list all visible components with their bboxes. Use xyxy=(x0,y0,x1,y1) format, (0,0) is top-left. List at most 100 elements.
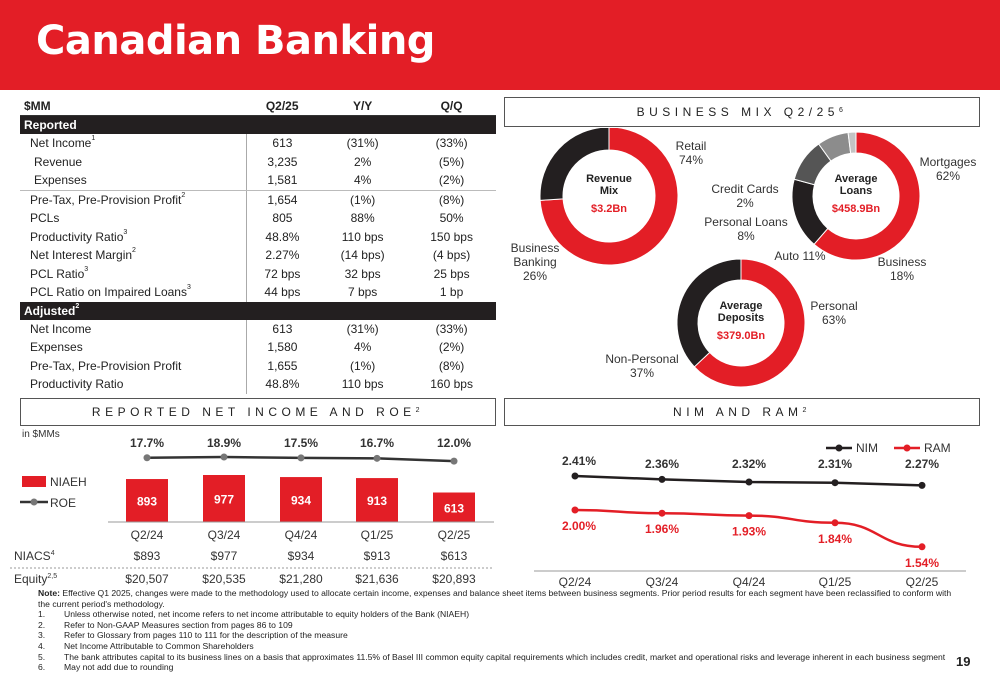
bar-value-label: 613 xyxy=(444,501,464,515)
bar xyxy=(433,492,475,522)
table-cell: (33%) xyxy=(435,136,468,151)
table-cell: 110 bps xyxy=(341,229,384,244)
table-cell: 110 bps xyxy=(341,377,384,392)
legend-nim-marker xyxy=(835,444,843,452)
donut-title: Loans xyxy=(840,185,872,197)
net-income-title: REPORTED NET INCOME AND ROE2 xyxy=(20,398,496,426)
donut-slice-label: Auto 11% xyxy=(774,249,825,263)
table-row-value: $20,507 xyxy=(125,572,169,586)
donut-slice-label: 26% xyxy=(523,269,547,283)
column-header: $MM xyxy=(20,96,247,116)
legend-nim-label: NIM xyxy=(856,441,878,455)
row-label-sup: 3 xyxy=(84,265,89,273)
row-label: Net Income1 xyxy=(20,134,247,153)
footnotes: Note: Effective Q1 2025, changes were ma… xyxy=(38,588,958,673)
ram-point xyxy=(918,543,926,551)
roe-value-label: 17.5% xyxy=(284,436,318,450)
bar-value-label: 934 xyxy=(291,494,311,508)
table-row: Pre-Tax, Pre-Provision Profit2 1,654 (1%) (… xyxy=(20,190,496,209)
x-tick-label: Q1/25 xyxy=(819,575,852,588)
table-row: Net Income 613 (31%) (33%) xyxy=(20,319,496,338)
table-row-label: Equity2,5 xyxy=(14,572,57,586)
table-row-value: $21,280 xyxy=(279,572,323,586)
table-cell: (5%) xyxy=(438,154,465,169)
donut-slice-label: Retail xyxy=(676,139,707,153)
row-label: PCLs xyxy=(20,209,247,228)
donut-slice-label: Credit Cards xyxy=(711,182,778,196)
column-header: Q2/25 xyxy=(246,96,319,116)
table-row: Net Income1 613 (31%) (33%) xyxy=(20,134,496,153)
donut-slice-label: Non-Personal xyxy=(605,352,678,366)
table-cell: 7 bps xyxy=(347,285,378,300)
row-label-sup: 3 xyxy=(123,228,128,236)
nim-value-label: 2.36% xyxy=(645,457,679,471)
table-cell: 32 bps xyxy=(344,266,381,281)
table-cell: 1,654 xyxy=(267,192,298,207)
roe-value-label: 17.7% xyxy=(130,436,164,450)
donut-slice xyxy=(693,258,806,388)
table-cell: (2%) xyxy=(407,171,496,191)
donut-center-value: $458.9Bn xyxy=(832,203,881,215)
table-row-label-sup: 2,5 xyxy=(47,573,57,580)
net-income-chart: in $MMs 893 977 934 913 613 17.7% 18.9% 17.5% 16.… xyxy=(10,429,494,586)
row-label-sup: 1 xyxy=(91,135,96,143)
donut-slice-label: 37% xyxy=(630,366,654,380)
x-tick-label: Q1/25 xyxy=(361,528,394,542)
footnote-number: 3. xyxy=(38,630,46,641)
x-tick-label: Q3/24 xyxy=(646,575,679,588)
footnote-item: 1. Unless otherwise noted, net income ref… xyxy=(38,609,958,620)
legend-roe-marker xyxy=(30,498,38,506)
page-title: Canadian Banking xyxy=(36,18,435,64)
footnote-text: May not add due to rounding xyxy=(64,662,174,673)
nim-point xyxy=(571,472,579,480)
ram-point xyxy=(745,512,753,520)
donut-center-value: $3.2Bn xyxy=(591,203,627,215)
legend-ram-label: RAM xyxy=(924,441,951,455)
roe-point xyxy=(143,454,151,462)
donut-title: Average xyxy=(719,300,762,312)
footnote-text: Refer to Glossary from pages 110 to 111 … xyxy=(64,630,348,641)
roe-value-label: 16.7% xyxy=(360,436,394,450)
footnote-item: 2. Refer to Non-GAAP Measures section fro… xyxy=(38,620,958,631)
donut-slice-label: Personal xyxy=(810,299,857,313)
ram-value-label: 1.84% xyxy=(818,532,852,546)
footnote-number: 1. xyxy=(38,609,46,620)
business-mix-title: BUSINESS MIX Q2/256 xyxy=(504,97,980,127)
footnote-item: 4. Net Income Attributable to Common Shar… xyxy=(38,641,958,652)
table-cell: (1%) xyxy=(349,192,376,207)
donut-slice-label: 63% xyxy=(822,313,846,327)
table-cell: (31%) xyxy=(346,136,379,151)
ram-point xyxy=(831,519,839,527)
row-label-sup: 3 xyxy=(186,284,191,292)
footnote-text: Net Income Attributable to Common Shareh… xyxy=(64,640,254,651)
bar xyxy=(203,475,245,522)
section-title: Reported xyxy=(20,115,496,134)
table-row-value: $21,636 xyxy=(355,572,399,586)
row-label: Expenses xyxy=(20,338,247,357)
column-header: Q/Q xyxy=(407,96,496,116)
table-cell: 4% xyxy=(318,171,408,191)
table-row: Revenue 3,235 2% (5%) xyxy=(20,152,496,171)
business-mix-title-sup: 6 xyxy=(838,107,848,114)
row-label: Pre-Tax, Pre-Provision Profit xyxy=(20,356,247,375)
ram-point xyxy=(658,509,666,517)
row-label: Net Income xyxy=(20,319,247,338)
bar-value-label: 913 xyxy=(367,494,387,508)
roe-point xyxy=(220,453,228,461)
roe-value-label: 12.0% xyxy=(437,436,471,450)
page-number: 19 xyxy=(956,654,971,669)
row-label: Productivity Ratio3 xyxy=(20,227,247,246)
row-label-sup: 2 xyxy=(181,191,186,199)
table-cell: 1 bp xyxy=(439,285,464,300)
footnote-text: The bank attributes capital to its busin… xyxy=(64,651,946,662)
table-cell: (33%) xyxy=(435,321,468,336)
table-row-value: $977 xyxy=(211,549,238,563)
bar xyxy=(126,479,168,522)
table-cell: (1%) xyxy=(349,358,376,373)
table-row: Productivity Ratio 48.8% 110 bps 160 bps xyxy=(20,375,496,394)
legend-ram-marker xyxy=(903,444,911,452)
donut-slice-label: 18% xyxy=(890,269,914,283)
roe-point xyxy=(450,457,458,465)
business-mix-donuts: RevenueMix$3.2BnAverageLoans$458.9BnAver… xyxy=(511,128,976,388)
